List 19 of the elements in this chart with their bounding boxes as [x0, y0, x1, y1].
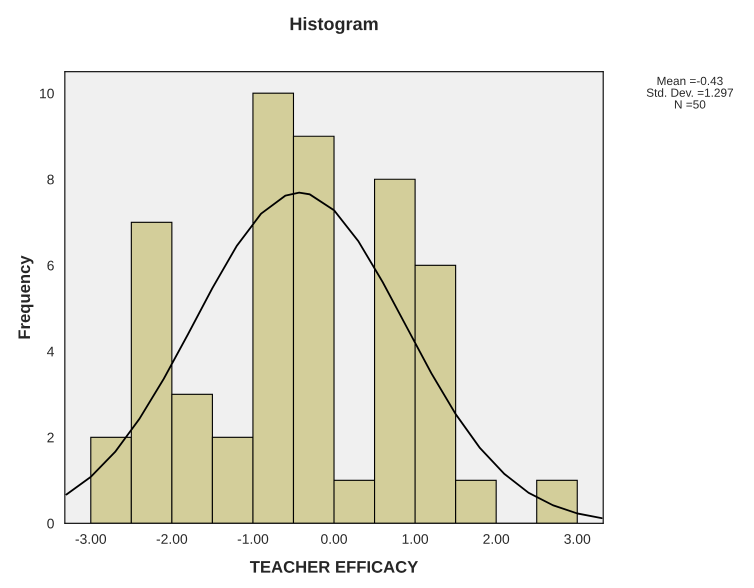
- x-tick-label: -3.00: [76, 534, 106, 544]
- y-tick-label: 10: [40, 88, 54, 98]
- y-tick-label: 8: [47, 174, 54, 184]
- x-axis-title: TEACHER EFFICACY: [250, 561, 418, 573]
- x-tick-label: 0.00: [321, 534, 347, 544]
- text: N =50: [674, 100, 706, 109]
- y-tick-label: 4: [47, 346, 54, 356]
- x-tick-label: 3.00: [564, 534, 590, 544]
- y-tick-label: 2: [47, 432, 54, 442]
- text: Std. Dev. =1.297: [646, 88, 734, 97]
- x-tick-label: 2.00: [483, 534, 510, 544]
- y-tick-label: 0: [47, 518, 54, 528]
- y-tick-label: 6: [47, 260, 54, 270]
- y-axis-title: Frequency: [18, 255, 34, 339]
- chart-title: Histogram: [290, 16, 378, 34]
- x-tick-label: -2.00: [156, 534, 188, 544]
- x-tick-label: -1.00: [238, 534, 268, 544]
- text: Mean =-0.43: [658, 76, 723, 86]
- x-tick-label: 1.00: [402, 534, 428, 544]
